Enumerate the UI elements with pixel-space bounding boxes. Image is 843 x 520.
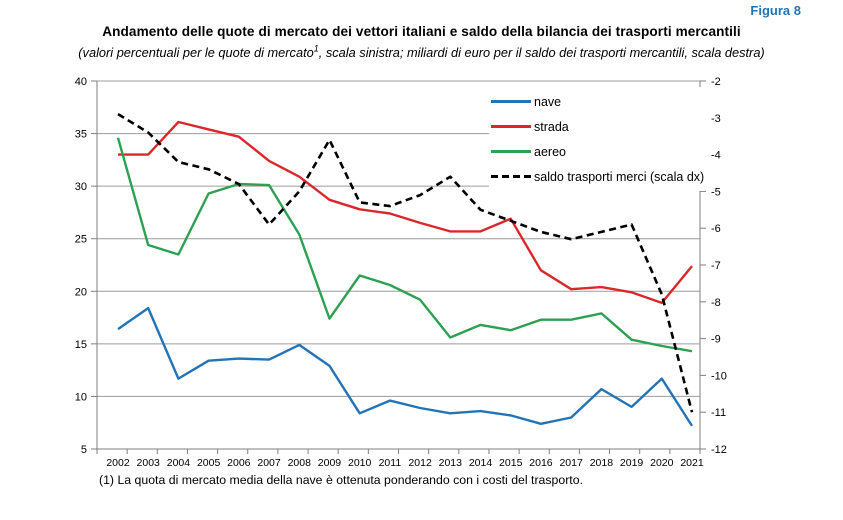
right-axis-tick-label: -8 [711,297,721,309]
left-axis-tick-label: 30 [75,181,87,193]
right-axis-tick-label: -4 [711,150,721,162]
x-axis-year-label: 2015 [499,457,523,469]
x-axis-year-label: 2007 [257,457,281,469]
x-axis-year-label: 2003 [137,457,161,469]
x-axis-year-label: 2008 [288,457,312,469]
left-axis-tick-label: 15 [75,339,87,351]
x-axis-year-label: 2006 [227,457,251,469]
left-axis-tick-label: 10 [75,391,87,403]
x-axis-year-label: 2014 [469,457,493,469]
chart-title: Andamento delle quote di mercato dei vet… [102,24,741,39]
right-axis-tick-label: -3 [711,113,721,125]
x-axis-year-label: 2002 [106,457,130,469]
x-axis-year-label: 2012 [408,457,432,469]
series-line-nave [117,306,694,427]
x-axis-year-label: 2020 [650,457,674,469]
x-axis-year-label: 2010 [348,457,372,469]
legend-label: saldo trasporti merci (scala dx) [534,169,705,184]
footnote: (1) La quota di mercato media della nave… [99,473,583,487]
x-axis-year-label: 2005 [197,457,221,469]
right-axis-tick-label: -11 [711,407,726,419]
saldo-dashed-line-swatch-icon [491,175,531,178]
x-axis-year-label: 2004 [167,457,191,469]
right-axis-tick-label: -6 [711,223,721,235]
legend-item-saldo: saldo trasporti merci (scala dx) [491,164,704,189]
chart-legend: nave strada aereo saldo trasporti merci … [489,87,711,191]
x-axis-year-label: 2011 [379,457,402,469]
right-axis-tick-label: -9 [711,334,721,346]
nave-line-swatch-icon [491,100,531,103]
subtitle-superscript: 1 [313,43,319,54]
right-axis-tick-label: -7 [711,260,721,272]
x-axis-year-label: 2009 [318,457,342,469]
subtitle-text-post: , scala sinistra; miliardi di euro per i… [318,45,765,60]
figure-label: Figura 8 [750,3,801,18]
legend-label: aereo [534,144,566,159]
series-line-strada [118,120,693,305]
subtitle-text-pre: (valori percentuali per le quote di merc… [78,45,314,60]
legend-item-nave: nave [491,89,704,114]
left-axis-tick-label: 20 [75,286,87,298]
legend-label: strada [534,119,569,134]
x-axis-year-label: 2021 [680,457,704,469]
right-axis-tick-label: -5 [711,186,721,198]
x-axis-year-label: 2013 [439,457,463,469]
left-axis-tick-label: 25 [75,234,87,246]
strada-line-swatch-icon [491,125,531,128]
x-axis-year-label: 2019 [620,457,644,469]
right-axis-tick-label: -10 [711,370,727,382]
left-axis-tick-label: 5 [81,444,87,456]
x-axis-year-label: 2018 [590,457,614,469]
series-line-aereo [116,137,693,353]
x-axis-year-label: 2016 [529,457,553,469]
chart-subtitle: (valori percentuali per le quote di merc… [0,43,843,60]
x-axis-year-label: 2017 [559,457,583,469]
legend-label: nave [534,94,562,109]
right-axis-tick-label: -2 [711,76,721,88]
legend-item-strada: strada [491,114,704,139]
left-axis-tick-label: 35 [75,129,87,141]
legend-item-aereo: aereo [491,139,704,164]
right-axis-tick-label: -12 [711,444,727,456]
left-axis-tick-label: 40 [75,76,87,88]
aereo-line-swatch-icon [491,150,531,153]
